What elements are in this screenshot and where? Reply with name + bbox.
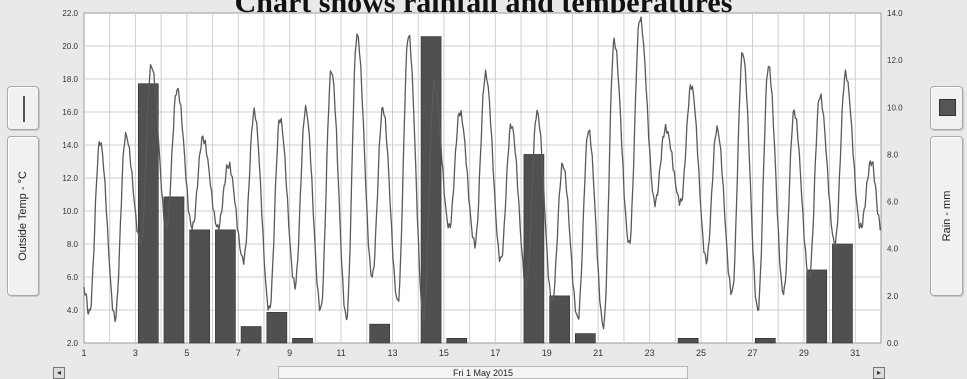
x-tick-label: 3 [133,348,138,358]
rain-bar [754,337,776,344]
y-right-tick-label: 6.0 [887,198,899,207]
previous-month-button[interactable]: ◂ [53,367,65,379]
y-right-tick-label: 0.0 [887,339,899,348]
y-left-tick-label: 16.0 [62,108,78,117]
temperature-legend-toggle[interactable] [7,86,39,130]
rain-bar [806,269,828,344]
x-tick-label: 27 [747,348,757,358]
y-left-tick-label: 2.0 [67,339,79,348]
y-right-tick-label: 4.0 [887,245,899,254]
y-right-tick-label: 12.0 [887,56,903,65]
x-tick-label: 15 [439,348,449,358]
rain-bar [189,229,211,344]
y-left-tick-label: 20.0 [62,42,78,51]
rain-bar [369,323,390,344]
left-axis-label-panel: Outside Temp - °C [7,136,39,296]
y-left-tick-label: 8.0 [67,240,79,249]
rain-bar [677,337,699,344]
rain-bar [523,154,545,344]
x-tick-label: 9 [287,348,292,358]
y-right-tick-label: 8.0 [887,150,899,159]
x-tick-label: 23 [645,348,655,358]
bar-swatch-icon [939,99,956,116]
rain-bar [446,337,468,344]
rain-legend-toggle[interactable] [930,86,963,130]
temperature-line [83,16,882,330]
line-swatch-icon [23,96,25,122]
x-tick-label: 1 [81,348,86,358]
x-tick-label: 21 [593,348,603,358]
rain-bar [137,83,159,344]
rain-bar [292,337,313,344]
x-tick-label: 29 [799,348,809,358]
rain-bar [832,243,853,344]
y-left-tick-label: 4.0 [67,306,79,315]
rain-bar [163,196,185,344]
x-tick-label: 13 [388,348,398,358]
rain-bar [549,295,570,344]
rain-bar [420,36,442,344]
x-tick-label: 11 [336,348,345,358]
rain-bar [240,326,262,344]
x-tick-label: 19 [542,348,552,358]
x-tick-label: 5 [184,348,189,358]
y-left-tick-label: 12.0 [62,174,78,183]
y-left-tick-label: 10.0 [62,207,78,216]
x-tick-label: 25 [696,348,706,358]
next-month-button[interactable]: ▸ [873,367,885,379]
rain-bar [215,229,236,344]
right-axis-label-panel: Rain - mm [930,136,963,296]
date-scrollbar[interactable]: Fri 1 May 2015 [278,366,688,379]
y-left-tick-label: 14.0 [62,141,78,150]
y-right-tick-label: 10.0 [887,103,903,112]
x-tick-label: 7 [236,348,241,358]
rain-bar [266,312,288,344]
y-left-tick-label: 22.0 [62,9,78,18]
y-right-tick-label: 2.0 [887,292,899,301]
rain-bar [575,333,596,344]
y-right-tick-label: 14.0 [887,9,903,18]
y-left-tick-label: 18.0 [62,75,78,84]
x-tick-label: 17 [490,348,500,358]
y-left-tick-label: 6.0 [67,273,79,282]
x-tick-label: 31 [850,348,860,358]
